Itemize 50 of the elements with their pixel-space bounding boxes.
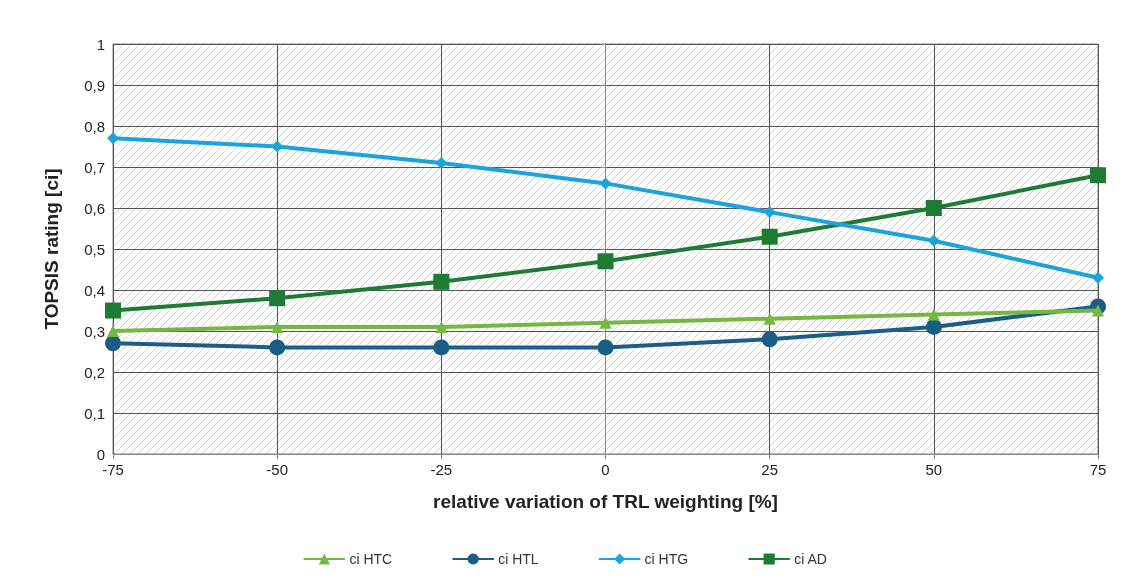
y-tick-label: 0,6 [84,199,105,217]
y-tick-label: 0,7 [84,158,105,176]
x-tick-label: -25 [430,461,453,478]
point [269,290,286,307]
point [435,320,448,333]
point [271,320,284,333]
legend-label: ci HTG [644,551,689,567]
x-axis-title: relative variation of TRL weighting [%] [433,491,778,512]
y-tick-label: 0,9 [84,76,105,94]
y-tick-label: 0,1 [84,404,105,422]
point [763,312,776,325]
point [599,316,612,329]
point [599,177,612,190]
y-tick-label: 0,4 [84,281,105,299]
point [105,335,121,352]
y-tick-label: 0,2 [84,363,105,381]
point [107,132,119,145]
point [927,308,940,321]
legend-label: ci HTC [349,551,393,567]
point [597,253,614,270]
x-tick-label: 25 [761,461,779,478]
point [105,302,121,319]
y-tick-label: 0 [96,445,105,463]
point [925,200,942,216]
point [1090,167,1106,184]
point [433,273,450,290]
y-axis-title: TOPSIS rating [ci] [41,168,62,330]
point [761,331,778,348]
y-tick-label: 0,8 [84,117,105,135]
point [925,318,942,335]
x-tick-label: 0 [601,461,610,478]
point [433,339,450,356]
point [269,339,286,356]
x-tick-label: -75 [102,461,124,478]
point [927,234,940,247]
point [597,339,614,356]
y-tick-label: 0,3 [84,322,105,340]
point [1092,304,1104,317]
x-tick-label: -50 [266,461,289,478]
point [107,325,119,337]
legend-label: ci AD [794,551,827,567]
y-tick-label: 1 [96,35,105,53]
point [761,228,778,245]
point [1092,271,1104,284]
point [763,206,776,219]
x-tick-label: 50 [925,461,943,478]
point [435,156,448,169]
x-tick-label: 75 [1089,461,1107,478]
y-tick-label: 0,5 [84,240,105,258]
legend-label: ci HTL [498,551,539,567]
